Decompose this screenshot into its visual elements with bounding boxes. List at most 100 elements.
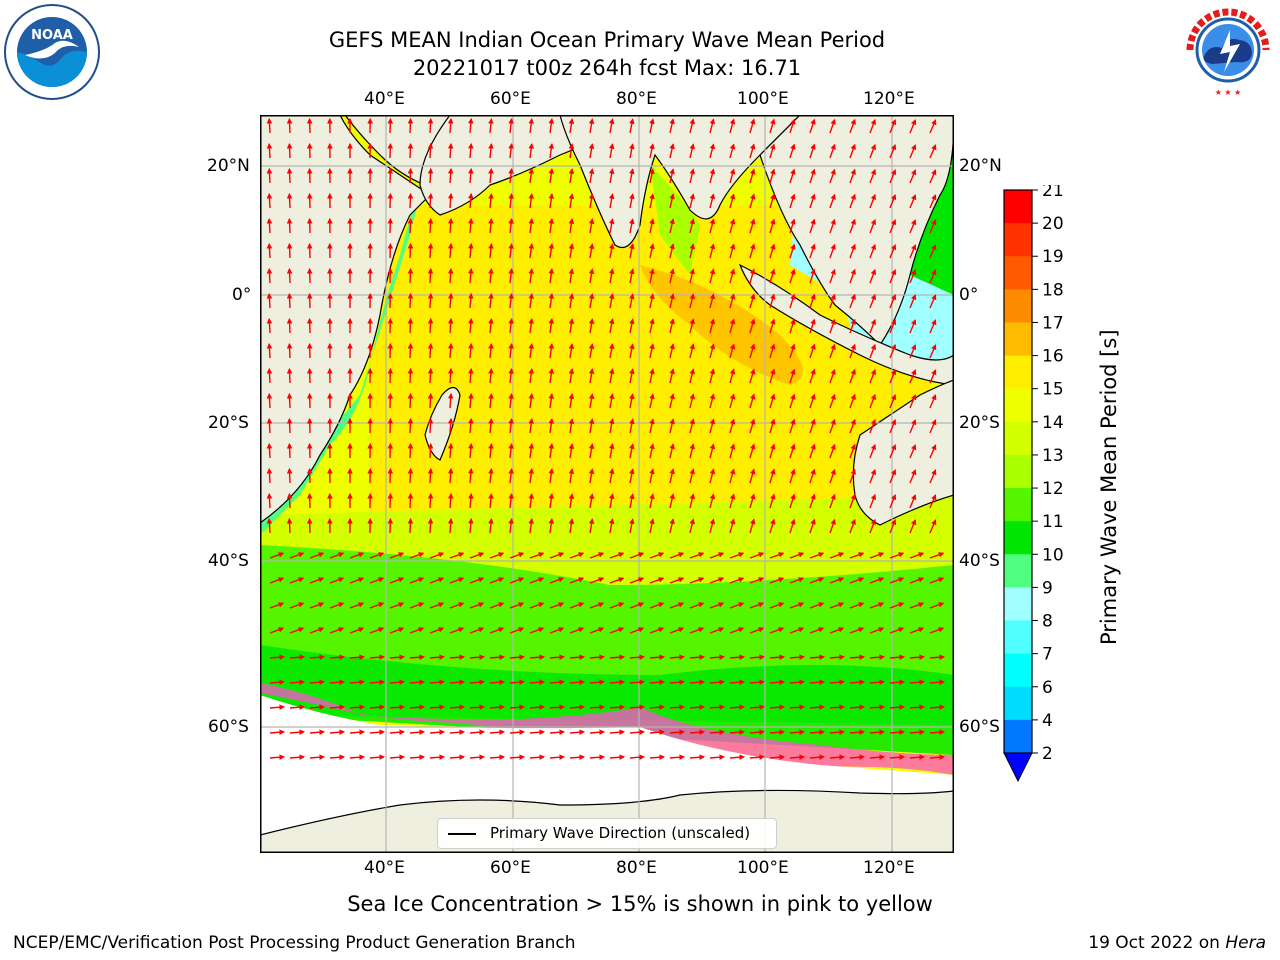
wave-direction-arrow <box>266 292 273 309</box>
wave-direction-arrow <box>629 679 646 685</box>
wave-direction-arrow <box>629 577 645 584</box>
colorbar-tick-label: 20 <box>1042 214 1064 234</box>
wave-direction-arrow <box>749 118 756 134</box>
wave-direction-arrow <box>929 369 937 384</box>
wave-direction-arrow <box>489 577 505 584</box>
wave-direction-arrow <box>889 468 897 484</box>
wave-direction-arrow <box>568 418 575 434</box>
wave-direction-arrow <box>789 627 805 634</box>
wave-direction-arrow <box>569 679 586 685</box>
wave-direction-arrow <box>568 293 575 309</box>
ocean-band-bengal <box>650 165 700 275</box>
wave-direction-arrow <box>689 268 695 284</box>
wave-direction-arrow <box>568 318 575 334</box>
colorbar-tick-label: 15 <box>1042 380 1064 400</box>
map-subtitle: 20221017 t00z 264h fcst Max: 16.71 <box>412 56 802 80</box>
wave-direction-arrow <box>468 117 474 134</box>
wave-direction-arrow <box>669 577 685 584</box>
wave-direction-arrow <box>568 518 575 534</box>
colorbar-bin <box>1004 488 1032 522</box>
colorbar-bin <box>1004 322 1032 357</box>
wave-direction-arrow <box>409 577 425 584</box>
wave-direction-arrow <box>407 292 414 309</box>
wave-direction-arrow <box>909 552 925 559</box>
wave-direction-arrow <box>529 577 545 584</box>
wave-direction-arrow <box>409 552 425 559</box>
wave-direction-arrow <box>849 193 856 209</box>
wave-direction-arrow <box>588 193 595 209</box>
wave-direction-arrow <box>669 118 675 134</box>
colorbar-bins <box>1004 190 1032 754</box>
wave-direction-arrow <box>469 654 486 660</box>
wave-direction-arrow <box>469 754 486 760</box>
wave-direction-arrow <box>528 117 535 134</box>
wave-direction-arrow <box>829 602 845 609</box>
wave-direction-arrow <box>829 418 836 434</box>
wave-direction-arrow <box>889 243 897 259</box>
wave-direction-arrow <box>469 627 485 634</box>
land-madagascar <box>424 386 461 461</box>
wave-direction-arrow <box>869 627 885 634</box>
wave-direction-arrow <box>709 243 716 259</box>
lat-label-right-20n: 20°N <box>959 156 1002 176</box>
wave-direction-arrow <box>548 242 555 259</box>
wave-direction-arrow <box>829 268 836 284</box>
wave-direction-arrow <box>889 754 906 760</box>
wave-direction-arrow <box>469 602 485 609</box>
wave-direction-arrow <box>769 468 776 484</box>
wave-direction-arrow <box>749 468 756 484</box>
wave-direction-arrow <box>649 393 655 409</box>
wave-direction-arrow <box>769 268 776 284</box>
wave-direction-arrow <box>427 142 434 159</box>
wave-direction-arrow <box>929 394 937 409</box>
wave-direction-arrow <box>769 443 776 459</box>
wave-direction-arrow <box>508 267 514 284</box>
wave-direction-arrow <box>729 754 746 760</box>
wave-direction-arrow <box>369 754 386 760</box>
wave-direction-arrow <box>568 193 575 209</box>
wave-direction-arrow <box>488 442 494 459</box>
wave-direction-arrow <box>729 627 745 634</box>
wave-direction-arrow <box>549 729 566 735</box>
wave-direction-arrow <box>689 343 695 359</box>
lon-label-bottom-80e: 80°E <box>616 858 657 878</box>
wave-direction-arrow <box>769 218 776 234</box>
wave-direction-arrow <box>809 318 816 334</box>
wave-direction-arrow <box>869 552 885 559</box>
wave-direction-arrow <box>427 217 434 234</box>
wave-direction-arrow <box>909 269 917 284</box>
wave-direction-arrow <box>629 654 646 660</box>
wave-direction-arrow <box>409 754 426 760</box>
wave-direction-arrow <box>869 243 877 259</box>
wave-direction-arrow <box>809 293 816 309</box>
wave-direction-arrow <box>269 754 286 760</box>
wave-direction-arrow <box>488 267 494 284</box>
wave-direction-arrow <box>809 193 816 209</box>
wave-direction-arrow <box>909 219 917 234</box>
wave-direction-arrow <box>508 292 514 309</box>
colorbar: 2 4 6 7 8 9 10 11 12 13 14 15 16 17 18 19 20 21 <box>1003 185 1064 783</box>
wave-direction-arrow <box>929 704 946 710</box>
wave-direction-arrow <box>729 368 736 384</box>
wave-direction-arrow <box>709 393 716 409</box>
wave-direction-arrow <box>407 467 414 484</box>
wave-direction-arrow <box>849 368 856 384</box>
wave-direction-arrow <box>289 754 306 760</box>
lon-label-bottom-60e: 60°E <box>490 858 531 878</box>
wave-direction-arrow <box>689 168 695 184</box>
wave-direction-arrow <box>889 293 897 309</box>
wave-direction-arrow <box>468 292 474 309</box>
wave-direction-arrow <box>649 577 665 584</box>
wave-direction-arrow <box>528 417 535 434</box>
wave-direction-arrow <box>289 679 306 685</box>
lon-label-bottom-100e: 100°E <box>737 858 789 878</box>
wave-direction-arrow <box>508 142 514 159</box>
wave-direction-arrow <box>629 493 635 509</box>
wave-direction-arrow <box>769 552 785 559</box>
wave-direction-arrow <box>849 143 856 159</box>
wave-direction-arrow <box>409 654 426 660</box>
wave-direction-arrow <box>568 143 575 159</box>
wave-direction-arrow <box>468 317 474 334</box>
wave-direction-arrow <box>729 577 745 584</box>
wave-direction-arrow <box>289 654 306 660</box>
